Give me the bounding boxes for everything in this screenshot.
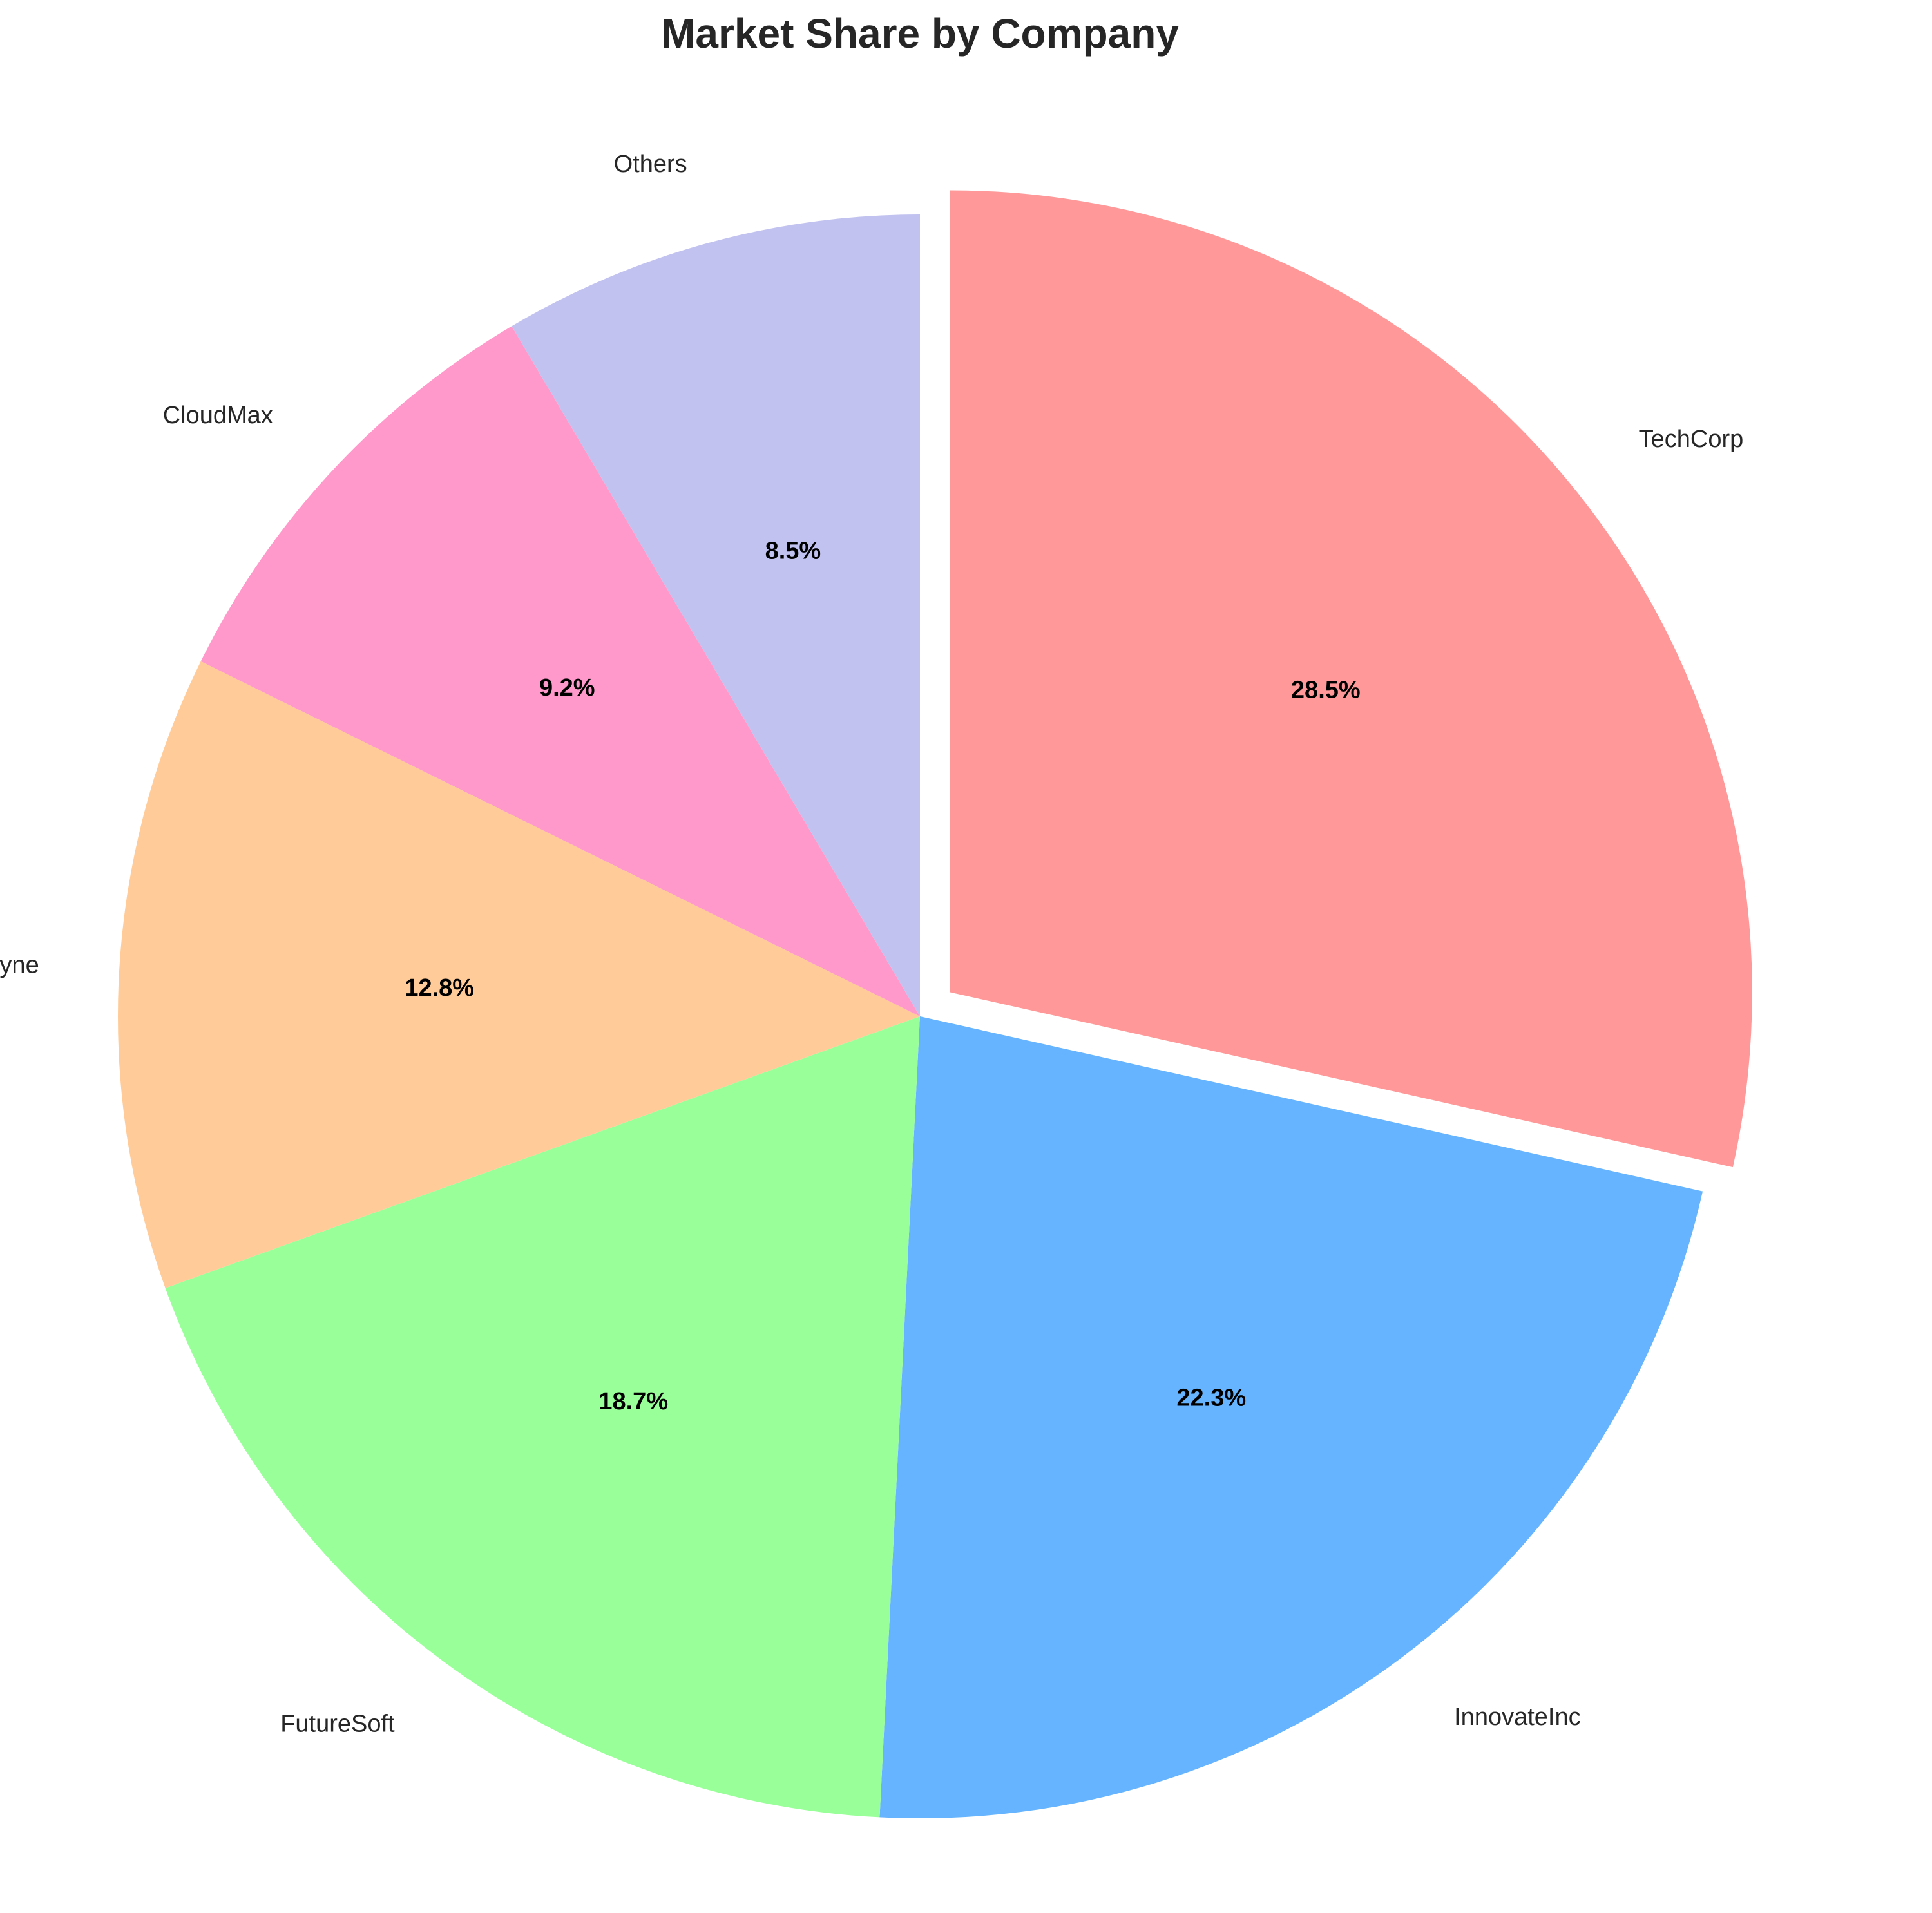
pie-slices [118, 190, 1752, 1818]
chart-title: Market Share by Company [661, 10, 1179, 57]
slice-value-label-others: 8.5% [765, 538, 821, 565]
slice-value-label-futuresoft: 18.7% [598, 1388, 668, 1415]
pie-slice-others [512, 214, 920, 1016]
slice-value-label-techcorp: 28.5% [1291, 676, 1361, 703]
pie-labels: TechCorp 28.5% InnovateInc 22.3% FutureSoft 1… [0, 151, 1743, 1737]
pie-slice-datadyne [118, 661, 921, 1288]
slice-value-label-datadyne: 12.8% [405, 975, 474, 1002]
pie-slice-techcorp [950, 190, 1752, 1168]
pie-slice-cloudmax [200, 326, 921, 1016]
slice-label-futuresoft: FutureSoft [280, 1710, 395, 1737]
pie-slice-futuresoft [165, 1016, 920, 1818]
pie-slice-innovateinc [879, 1016, 1703, 1818]
slice-value-label-cloudmax: 9.2% [539, 674, 595, 701]
slice-label-cloudmax: CloudMax [163, 402, 273, 429]
slice-label-datadyne: DataDyne [0, 952, 39, 979]
slice-label-techcorp: TechCorp [1639, 426, 1744, 453]
slice-label-others: Others [614, 151, 687, 178]
slice-value-label-innovateinc: 22.3% [1176, 1385, 1246, 1412]
slice-label-innovateinc: InnovateInc [1454, 1704, 1580, 1731]
